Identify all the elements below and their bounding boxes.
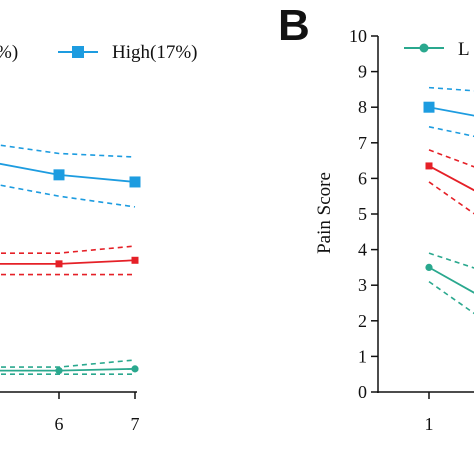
- panel-b-y-axis-title: Pain Score: [314, 172, 335, 254]
- panel-b-series-1-point-0: [425, 162, 433, 170]
- panel-a-x-tick-label-7: 7: [131, 414, 140, 434]
- panel-b-series-1-ci-upper: [428, 149, 474, 168]
- panel-b-series-2-line: [428, 266, 474, 294]
- panel-b-series-0-ci-upper: [428, 86, 474, 92]
- panel-b-y-tick-label-0: 0: [358, 382, 367, 402]
- panel-b-x-tick-label-1: 1: [425, 414, 434, 434]
- panel-b-y-tick-label-3: 3: [358, 275, 367, 295]
- panel-b-y-tick-label-8: 8: [358, 97, 367, 117]
- panel-a-x-tick-label-6: 6: [55, 414, 64, 434]
- panel-a-plot-area: [0, 144, 141, 376]
- panel-b-y-tick-label-1: 1: [358, 346, 367, 366]
- panel-a-legend-marker-high: [72, 46, 84, 58]
- panel-a-series-1-ci-upper: [0, 245, 136, 254]
- panel-b-series-2-ci-lower: [428, 280, 474, 315]
- panel-b-series-0-point-0: [423, 101, 435, 113]
- panel-a-series-0-point-1: [53, 169, 65, 181]
- panel-a-legend-label-high: High(17%): [112, 42, 197, 63]
- panel-a-series-2-line: [0, 367, 136, 372]
- panel-a-series-2-point-2: [131, 365, 139, 373]
- panel-a-series-1-point-2: [131, 256, 139, 264]
- panel-b-y-tick-label-4: 4: [358, 240, 367, 260]
- panel-b-series-2-point-0: [425, 263, 433, 271]
- panel-a-series-2-point-1: [55, 367, 63, 375]
- panel-b-series-2-ci-upper: [428, 252, 474, 269]
- panel-b-y-ticks: 0 1 2 3 4 5 6 7 8 9 10: [349, 26, 378, 402]
- panel-b-y-tick-label-9: 9: [358, 62, 367, 82]
- panel-b-legend-marker-low: [419, 43, 429, 53]
- panel-b-series-1-ci-lower: [428, 181, 474, 215]
- panel-b-plot-area: [423, 86, 474, 315]
- panel-a-series-2-ci-upper: [0, 359, 136, 368]
- panel-b-y-tick-label-6: 6: [358, 168, 367, 188]
- panel-b-letter: B: [278, 1, 310, 50]
- panel-a-series-0-line: [0, 162, 136, 183]
- panel-b-legend-label-low: L: [458, 39, 470, 60]
- panel-b-y-tick-label-5: 5: [358, 204, 367, 224]
- panel-b-series-0-line: [428, 106, 474, 117]
- panel-b: B Pain Score 0 1 2 3 4 5 6 7 8 9 10 1 L: [278, 1, 474, 434]
- panel-a-series-0-ci-upper: [0, 144, 136, 158]
- panel-a-series-1-line: [0, 259, 136, 265]
- panel-a: 6 7 %) High(17%): [0, 42, 197, 434]
- panel-b-series-0-ci-lower: [428, 125, 474, 138]
- panel-b-y-tick-label-2: 2: [358, 311, 367, 331]
- panel-a-series-0-point-2: [129, 176, 141, 188]
- panel-a-series-0-ci-lower: [0, 184, 136, 208]
- panel-a-series-1-point-1: [55, 260, 63, 268]
- panel-b-y-tick-label-7: 7: [358, 133, 367, 153]
- panel-b-y-tick-label-10: 10: [349, 26, 367, 46]
- panel-a-legend-label-partial: %): [0, 42, 18, 63]
- panel-b-series-1-line: [428, 165, 474, 192]
